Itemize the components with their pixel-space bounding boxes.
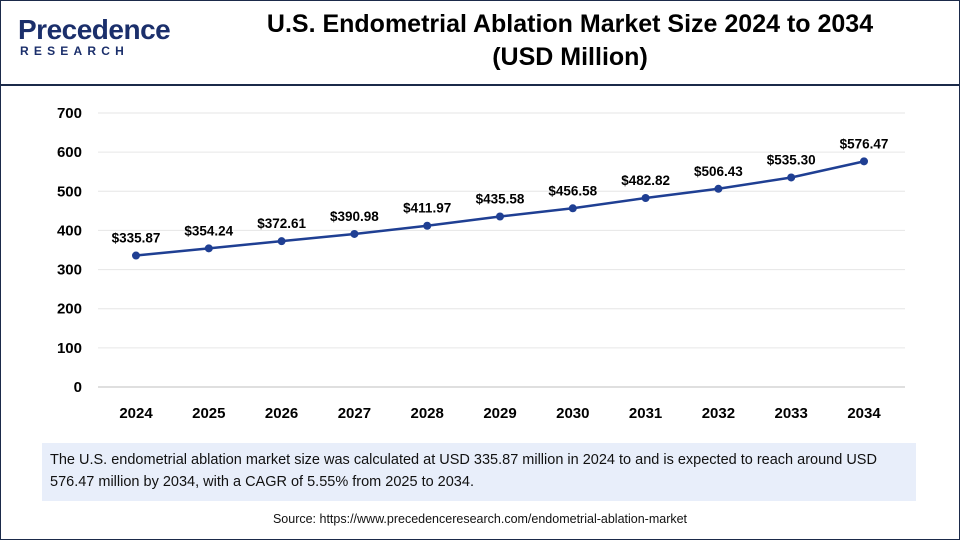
y-tick-label: 400 (57, 222, 82, 239)
data-point (787, 173, 796, 182)
chart-title-line1: U.S. Endometrial Ablation Market Size 20… (266, 10, 874, 38)
y-tick-label: 300 (57, 262, 82, 279)
x-tick-label: 2030 (556, 405, 589, 422)
x-tick-label: 2027 (338, 405, 371, 422)
data-label: $435.58 (476, 192, 525, 207)
source-note: Source: https://www.precedenceresearch.c… (272, 512, 688, 526)
data-label: $535.30 (767, 152, 816, 167)
data-point (860, 157, 868, 166)
data-point (132, 251, 140, 260)
summary-box: The U.S. endometrial ablation market siz… (42, 443, 916, 501)
x-tick-label: 2029 (483, 405, 516, 422)
data-label: $506.43 (694, 164, 743, 179)
data-label: $411.97 (403, 201, 451, 216)
chart-title: U.S. Endometrial Ablation Market Size 20… (190, 8, 950, 74)
data-point (204, 244, 213, 253)
brand-subtitle: RESEARCH (20, 44, 129, 58)
header: Precedence RESEARCH U.S. Endometrial Abl… (0, 0, 960, 86)
data-label: $372.61 (257, 216, 306, 231)
data-point (496, 212, 504, 221)
x-tick-label: 2026 (265, 405, 298, 422)
y-tick-label: 500 (57, 183, 82, 200)
data-point (641, 194, 650, 203)
data-label: $482.82 (621, 173, 670, 188)
x-tick-label: 2033 (775, 405, 808, 422)
data-label: $456.58 (548, 183, 597, 198)
data-label: $576.47 (840, 136, 889, 151)
y-tick-label: 0 (74, 379, 82, 396)
x-tick-label: 2032 (702, 405, 735, 422)
chart-title-line2: (USD Million) (492, 43, 648, 71)
y-tick-label: 100 (57, 340, 82, 357)
x-tick-label: 2028 (411, 405, 444, 422)
x-tick-label: 2024 (119, 405, 153, 422)
data-point (568, 204, 577, 213)
x-tick-label: 2025 (192, 405, 225, 422)
data-label: $354.24 (184, 223, 233, 238)
line-chart: 0 100 200 300 400 500 600 700 2024 2025 2026 2027 20… (57, 105, 905, 422)
y-tick-label: 200 (57, 301, 82, 318)
y-tick-label: 600 (57, 144, 82, 161)
brand-logo: Precedence RESEARCH (12, 14, 171, 64)
data-point (423, 221, 432, 230)
data-point (350, 229, 359, 238)
data-point (714, 184, 723, 193)
data-label: $335.87 (112, 231, 161, 246)
data-label: $390.98 (330, 209, 379, 224)
y-tick-label: 700 (57, 105, 82, 122)
x-tick-label: 2034 (847, 405, 881, 422)
x-tick-label: 2031 (629, 405, 662, 422)
data-point (277, 237, 286, 246)
header-divider (0, 84, 960, 86)
brand-name: Precedence (18, 14, 171, 45)
series-line (135, 160, 865, 257)
